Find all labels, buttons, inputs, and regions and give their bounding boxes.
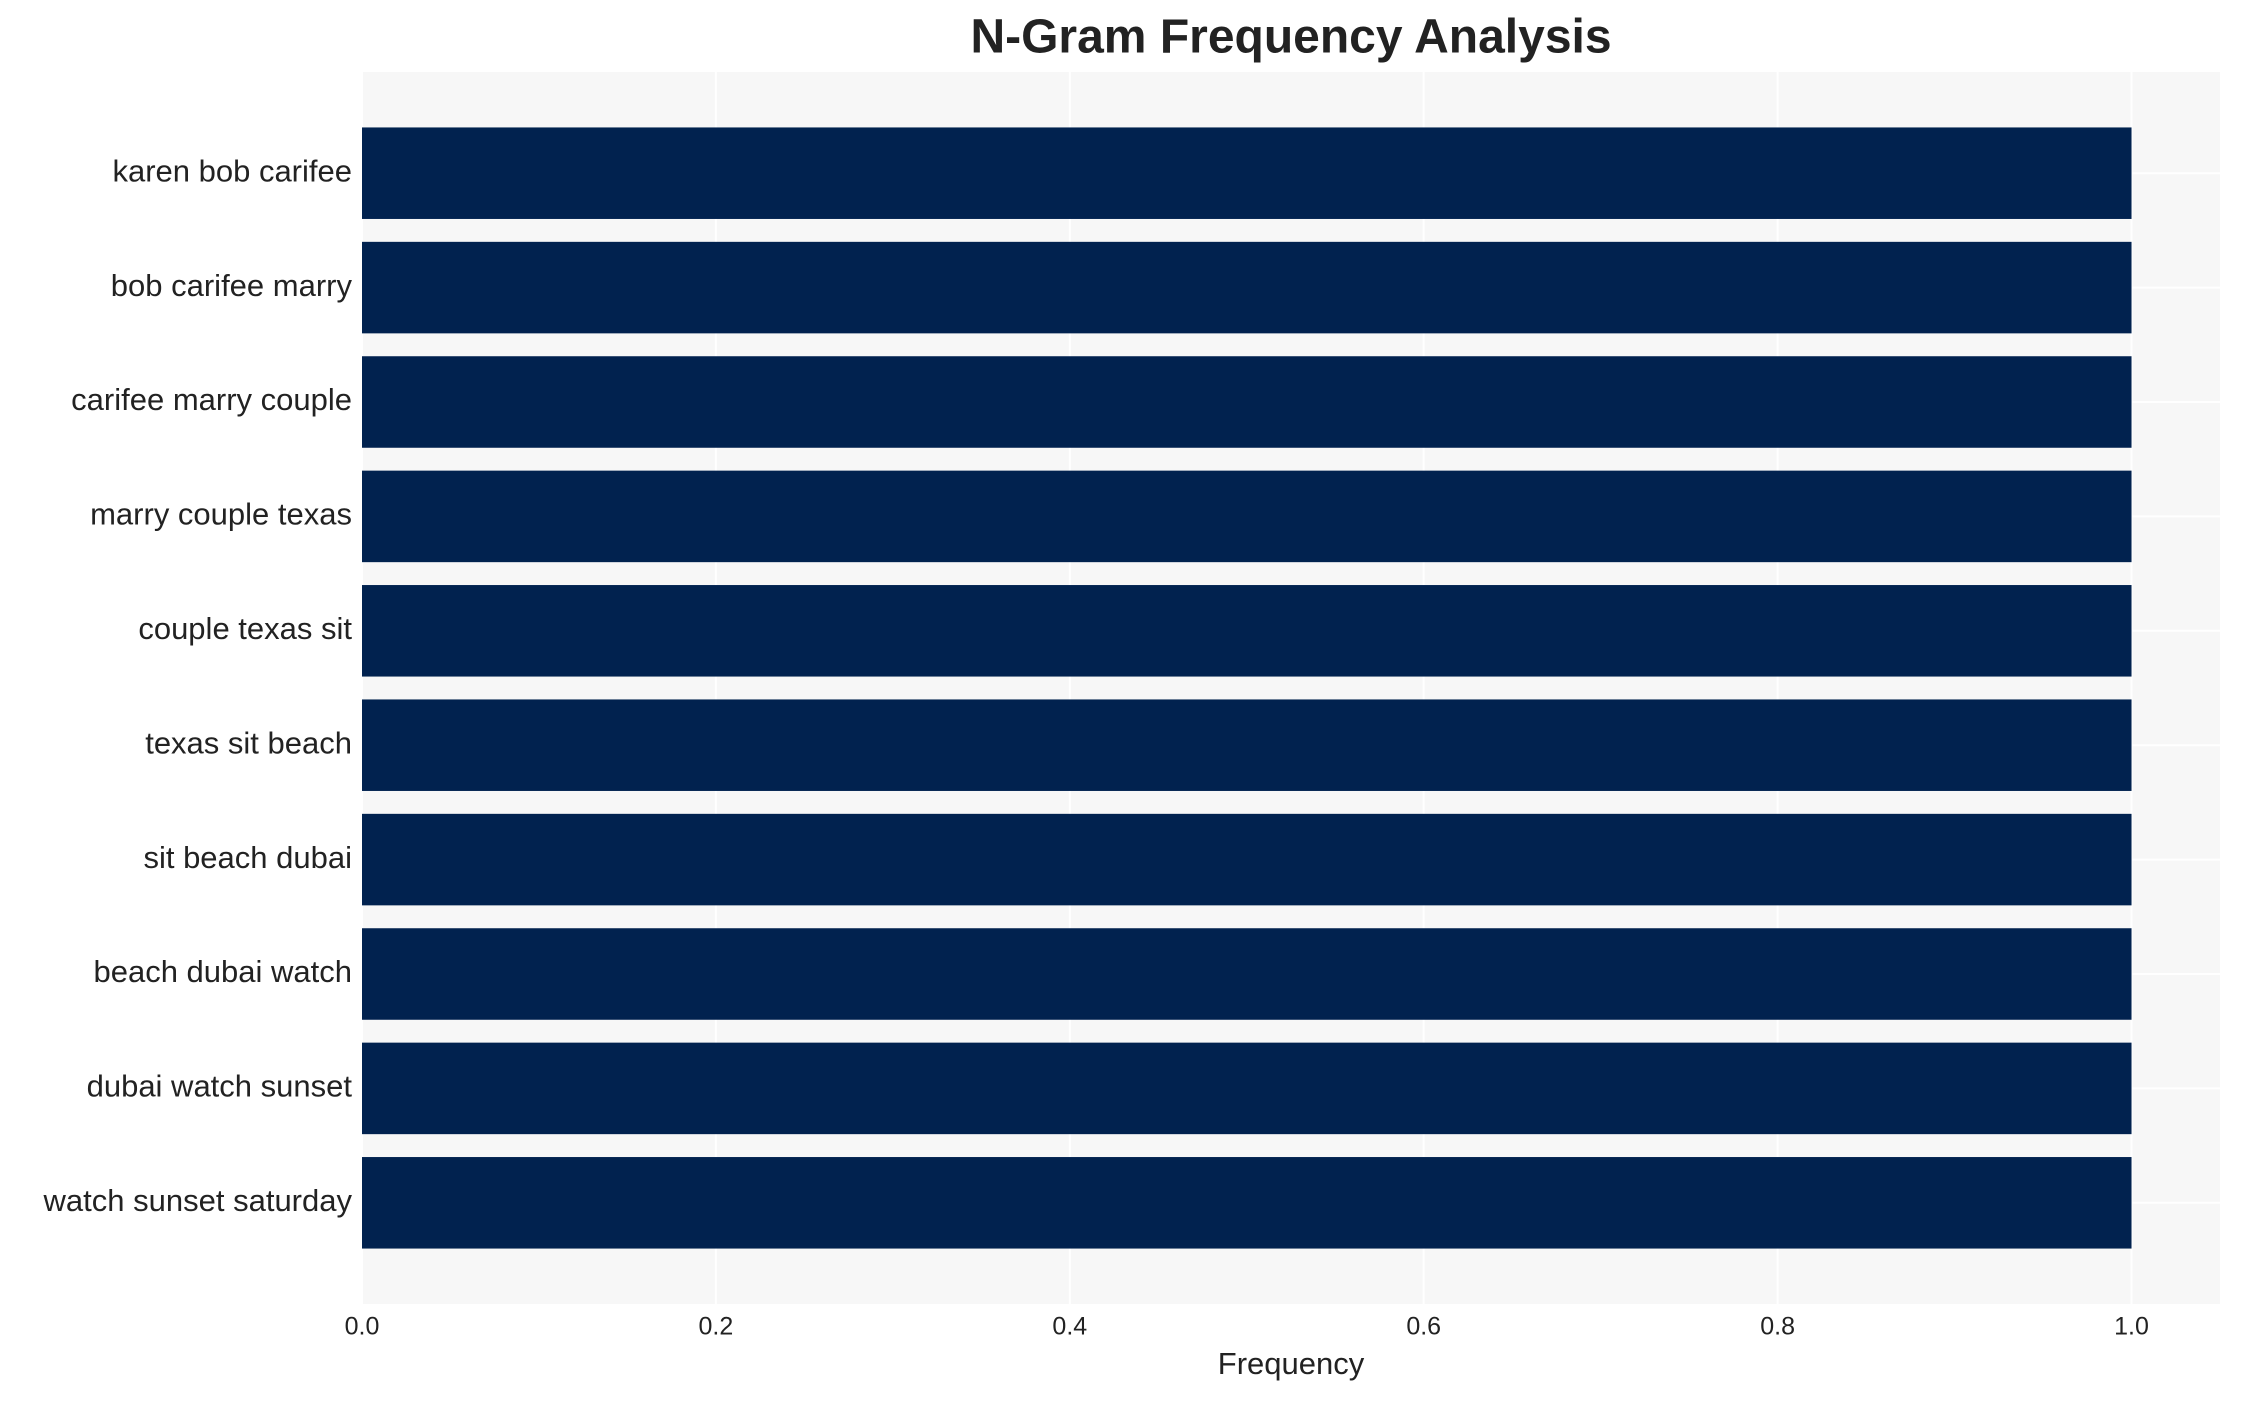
y-tick-label: texas sit beach [145,725,352,760]
bar [362,1042,2132,1135]
y-tick-label: marry couple texas [90,497,352,532]
y-tick-label: bob carifee marry [111,268,353,303]
bar [362,241,2132,334]
bar [362,928,2132,1020]
x-tick-label: 0.2 [699,1313,734,1341]
bar [362,127,2132,219]
y-tick-label: watch sunset saturday [43,1183,353,1218]
bar [362,585,2132,677]
x-tick-label: 0.6 [1406,1313,1441,1341]
bar [362,470,2132,563]
x-axis-label: Frequency [1218,1346,1365,1381]
x-tick-label: 0.0 [345,1313,380,1341]
x-tick-label: 1.0 [2114,1313,2149,1341]
bar [362,356,2132,448]
y-tick-label: dubai watch sunset [87,1069,353,1104]
bar [362,813,2132,906]
y-tick-label: karen bob carifee [112,153,352,188]
y-tick-label: carifee marry couple [71,382,352,417]
y-tick-label: sit beach dubai [143,840,352,875]
y-tick-label: beach dubai watch [93,954,352,989]
chart-title: N-Gram Frequency Analysis [970,11,1611,64]
x-tick-label: 0.8 [1760,1313,1795,1341]
bar [362,699,2132,791]
y-tick-label: couple texas sit [138,611,352,646]
bar [362,1157,2132,1249]
x-tick-label: 0.4 [1052,1313,1087,1341]
